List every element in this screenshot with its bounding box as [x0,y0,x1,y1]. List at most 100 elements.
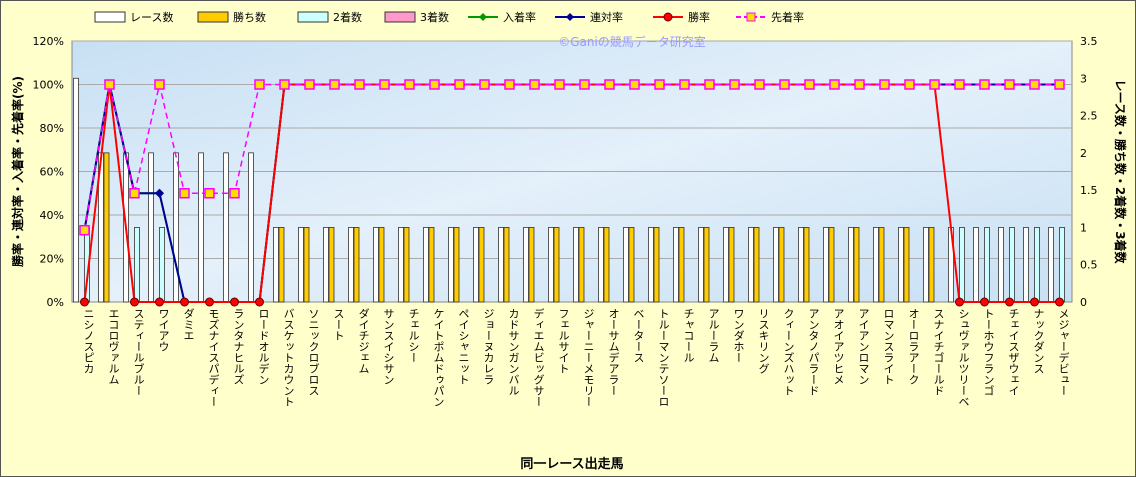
legend-label: 3着数 [420,10,449,24]
bar-0 [998,227,1004,303]
y-tick-right: 3.5 [1080,35,1098,48]
marker-3 [229,188,240,199]
marker-3 [654,79,665,90]
marker-2 [80,297,89,307]
x-tick-label: ランタナヒルズ [232,308,245,385]
bar-1 [628,227,635,303]
bar-1 [328,227,335,303]
marker-3 [604,79,615,90]
legend-swatch [297,11,329,23]
legend-item: 勝ち数 [197,10,266,24]
bar-0 [873,227,879,303]
x-tick-label: ソニックロブロス [307,308,320,396]
bar-0 [173,152,179,303]
x-axis-label: 同一レース出走馬 [520,456,623,472]
bar-0 [923,227,929,303]
x-tick-label: バスケットカウント [282,308,295,407]
legend-marker [479,13,487,21]
bar-0 [698,227,704,303]
marker-2 [230,297,239,307]
bar-2 [959,227,965,303]
marker-3 [579,79,590,90]
x-tick-label: リスキリング [757,308,770,374]
y-axis-label-left: 勝率・連対率・入着率・先着率(%) [10,76,25,267]
marker-3 [304,79,315,90]
bar-0 [723,227,729,303]
x-tick-label: スート [332,308,345,341]
bar-0 [273,227,279,303]
x-tick-label: アイアンロマン [857,308,870,385]
legend-label: 勝ち数 [233,10,266,24]
x-tick-label: ケイトポムドゥパン [432,308,445,407]
y-tick-right: 2 [1080,147,1087,160]
marker-3 [954,79,965,90]
bar-0 [823,227,829,303]
bar-0 [798,227,804,303]
marker-2 [1055,297,1064,307]
x-tick-label: トーホウフランゴ [982,308,995,396]
marker-2 [955,297,964,307]
x-tick-label: ナックダンス [1032,308,1045,374]
line-3 [83,83,1060,231]
x-tick-label: チェイスザウェイ [1007,308,1020,396]
x-tick-label: チェルシー [407,308,420,363]
x-tick-label: トルーマンテソーロ [657,308,670,407]
legend-swatch [384,11,416,23]
marker-2 [255,297,264,307]
marker-3 [879,79,890,90]
x-tick-label: オーサムデアラー [607,308,620,396]
bar-1 [453,227,460,303]
legend-marker [663,12,673,22]
marker-3 [704,79,715,90]
marker-2 [1005,297,1014,307]
marker-3 [379,79,390,90]
y-tick-right: 1 [1080,221,1087,234]
marker-2 [180,297,189,307]
marker-3 [179,188,190,199]
x-tick-label: チャコール [682,308,695,363]
y-tick-left: 100% [33,79,64,92]
bar-0 [1048,227,1054,303]
y-tick-left: 20% [40,253,64,266]
marker-3 [429,79,440,90]
bar-1 [103,152,110,303]
legend-label: レース数 [130,11,173,24]
marker-3 [279,79,290,90]
bar-0 [348,227,354,303]
marker-2 [205,297,214,307]
bar-0 [423,227,429,303]
bar-0 [773,227,779,303]
marker-3 [329,79,340,90]
bar-1 [703,227,710,303]
bar-1 [528,227,535,303]
y-tick-left: 60% [40,166,64,179]
bar-0 [748,227,754,303]
bar-0 [673,227,679,303]
marker-3 [504,79,515,90]
marker-3 [1004,79,1015,90]
legend-item: レース数 [94,11,173,24]
x-tick-label: モズナイスパディー [207,308,220,407]
marker-3 [254,79,265,90]
bar-0 [398,227,404,303]
bar-0 [623,227,629,303]
bar-1 [778,227,785,303]
x-tick-label: ベータース [632,308,645,363]
x-tick-label: スナイチゴールド [932,308,945,396]
bar-1 [803,227,810,303]
marker-3 [729,79,740,90]
bar-0 [648,227,654,303]
legend-swatch [94,11,126,23]
marker-3 [404,79,415,90]
bar-0 [73,77,79,303]
marker-3 [679,79,690,90]
bar-2 [1059,227,1065,303]
legend-item: 連対率 [555,10,623,24]
y-tick-right: 0.5 [1080,259,1098,272]
bar-0 [323,227,329,303]
marker-3 [154,79,165,90]
y-tick-left: 80% [40,122,64,135]
bar-0 [248,152,254,303]
marker-3 [554,79,565,90]
